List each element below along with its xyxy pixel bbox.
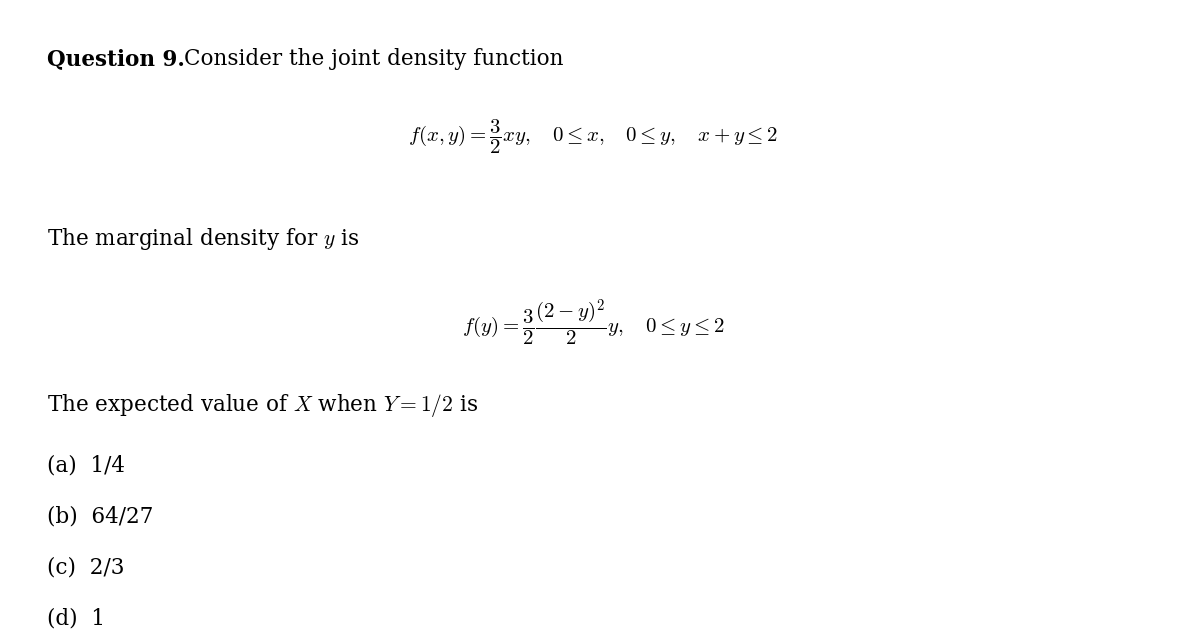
Text: The expected value of $X$ when $Y = 1/2$ is: The expected value of $X$ when $Y = 1/2$…: [47, 392, 479, 419]
Text: (c)  2/3: (c) 2/3: [47, 557, 125, 579]
Text: Consider the joint density function: Consider the joint density function: [184, 48, 563, 70]
Text: (d)  1: (d) 1: [47, 608, 106, 630]
Text: (a)  1/4: (a) 1/4: [47, 455, 126, 477]
Text: $f(x,y) = \dfrac{3}{2}xy, \quad 0 \leq x, \quad 0 \leq y, \quad x+y \leq 2$: $f(x,y) = \dfrac{3}{2}xy, \quad 0 \leq x…: [408, 118, 778, 156]
Text: The marginal density for $y$ is: The marginal density for $y$ is: [47, 226, 359, 252]
Text: (b)  64/27: (b) 64/27: [47, 506, 154, 528]
Text: Question 9.: Question 9.: [47, 48, 185, 70]
Text: $f(y) = \dfrac{3}{2}\dfrac{(2-y)^{2}}{2}y, \quad 0 \leq y \leq 2$: $f(y) = \dfrac{3}{2}\dfrac{(2-y)^{2}}{2}…: [461, 297, 725, 348]
